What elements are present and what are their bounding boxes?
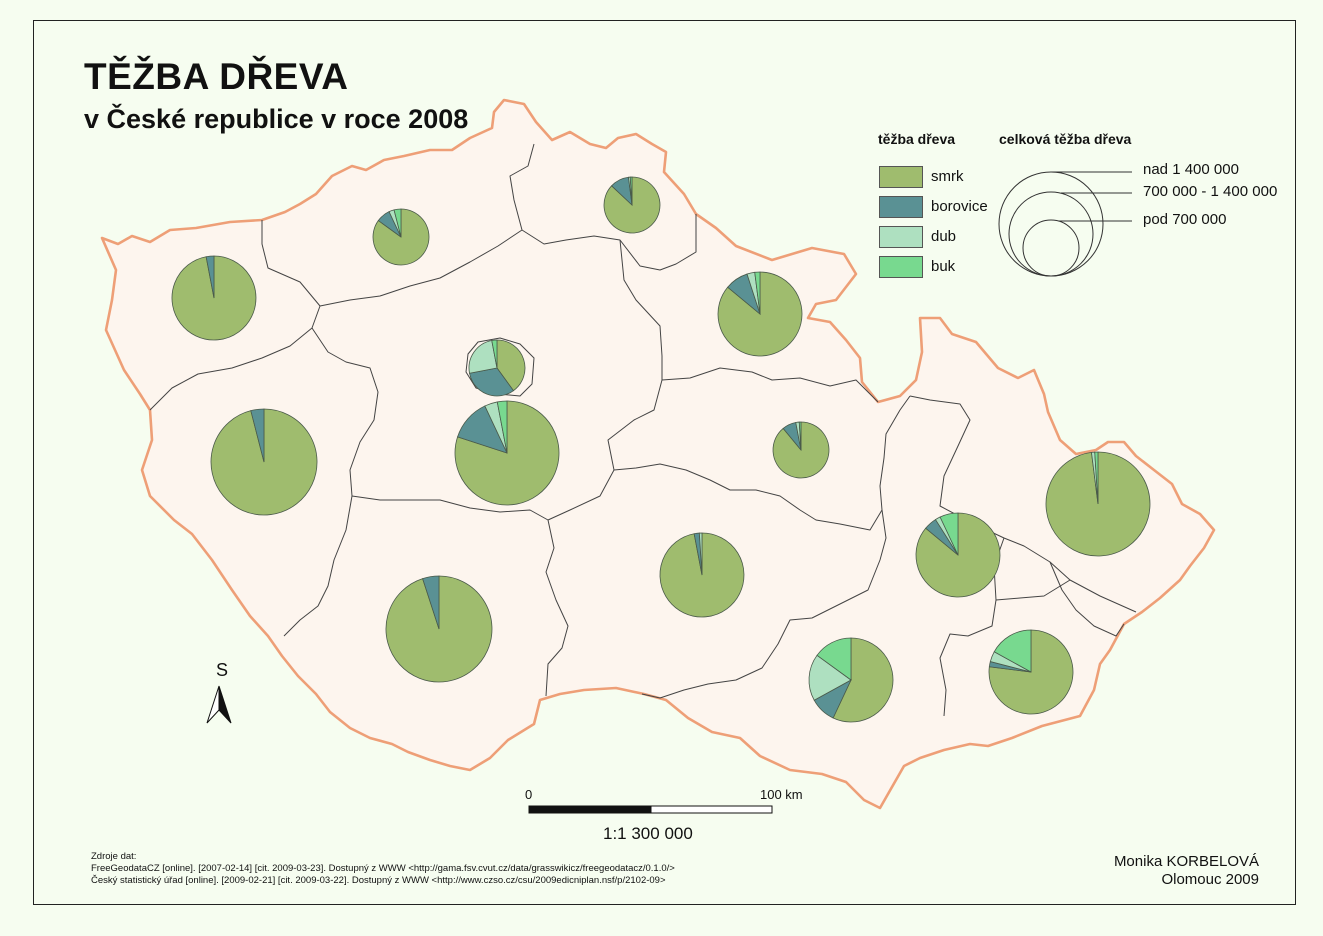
pie-slice-dub	[468, 340, 498, 374]
legend-label-borovice: borovice	[931, 198, 988, 215]
pie-slice-buk	[629, 176, 633, 206]
region-boundaries	[149, 143, 1137, 717]
legend-label-buk: buk	[931, 258, 956, 275]
scale-start-label: 0	[525, 787, 533, 802]
pie-jihocesky	[385, 575, 493, 683]
pie-liberecky	[603, 176, 661, 234]
pie-slice-buk	[754, 271, 761, 315]
pie-stredocesky	[454, 400, 560, 506]
pie-slice-buk	[939, 512, 959, 556]
size-circle-small	[1022, 219, 1080, 277]
size-label-small: pod 700 000	[1143, 211, 1227, 228]
data-sources: Zdroje dat: FreeGeodataCZ [online]. [200…	[91, 851, 675, 887]
sources-heading: Zdroje dat:	[91, 851, 137, 862]
pie-praha	[468, 339, 526, 397]
pie-slice-dub	[808, 654, 852, 701]
pie-jihomoravsky	[808, 637, 894, 723]
pie-slice-borovice	[422, 575, 440, 630]
pie-slice-buk	[393, 208, 402, 238]
size-legend-title: celková těžba dřeva	[999, 131, 1132, 147]
pie-slice-smrk	[832, 637, 894, 723]
legend-label-smrk: smrk	[931, 168, 964, 185]
pie-slice-smrk	[988, 629, 1074, 715]
pie-kralovehradecky	[717, 271, 803, 357]
swatch-smrk	[879, 166, 923, 188]
pie-pardubicky	[772, 421, 830, 479]
size-label-medium: 700 000 - 1 400 000	[1143, 183, 1278, 200]
pie-slice-smrk	[496, 339, 526, 392]
swatch-borovice	[879, 196, 923, 218]
swatch-dub	[879, 226, 923, 248]
size-label-large: nad 1 400 000	[1143, 161, 1239, 178]
scale-bar	[528, 805, 773, 814]
scale-end-label: 100 km	[760, 787, 803, 802]
pie-slice-borovice	[205, 255, 215, 299]
size-circle-medium	[1008, 191, 1094, 277]
map-title: TĚŽBA DŘEVA	[84, 56, 349, 97]
scale-ratio: 1:1 300 000	[603, 824, 693, 843]
size-circle-large	[998, 171, 1104, 277]
source-line: FreeGeodataCZ [online]. [2007-02-14] [ci…	[91, 863, 675, 874]
pie-ustecky	[372, 208, 430, 266]
pie-slice-dub	[698, 532, 703, 576]
author-block: Monika KORBELOVÁ Olomouc 2009	[1114, 853, 1259, 889]
north-label: S	[216, 660, 229, 680]
pie-slice-borovice	[469, 367, 515, 397]
pie-plzensky	[210, 408, 318, 516]
pie-charts	[171, 176, 1151, 723]
pie-olomoucky	[915, 512, 1001, 598]
pie-slice-buk	[798, 421, 802, 451]
pie-slice-buk	[1094, 451, 1099, 505]
pie-slice-buk	[993, 629, 1032, 673]
legend-label-dub: dub	[931, 228, 957, 245]
pie-karlovarsky	[171, 255, 257, 341]
pie-moravskoslezsky	[1045, 451, 1151, 557]
author-name: Monika KORBELOVÁ	[1113, 853, 1259, 870]
pie-vysocina	[659, 532, 745, 618]
pie-zlinsky	[988, 629, 1074, 715]
map-subtitle: v České republice v roce 2008	[84, 104, 469, 134]
czech-republic-land	[100, 98, 1216, 810]
author-place-year: Olomouc 2009	[1161, 871, 1259, 888]
north-arrow-icon	[206, 685, 232, 724]
pie-slice-buk	[496, 400, 508, 454]
pie-slice-buk	[491, 339, 498, 369]
swatch-buk	[879, 256, 923, 278]
size-legend-circles	[998, 171, 1132, 277]
pie-slice-buk	[816, 637, 852, 681]
source-line: Český statistický úřad [online]. [2009-0…	[91, 875, 666, 886]
species-legend-title: těžba dřeva	[878, 131, 956, 147]
pie-slice-borovice	[250, 408, 265, 463]
